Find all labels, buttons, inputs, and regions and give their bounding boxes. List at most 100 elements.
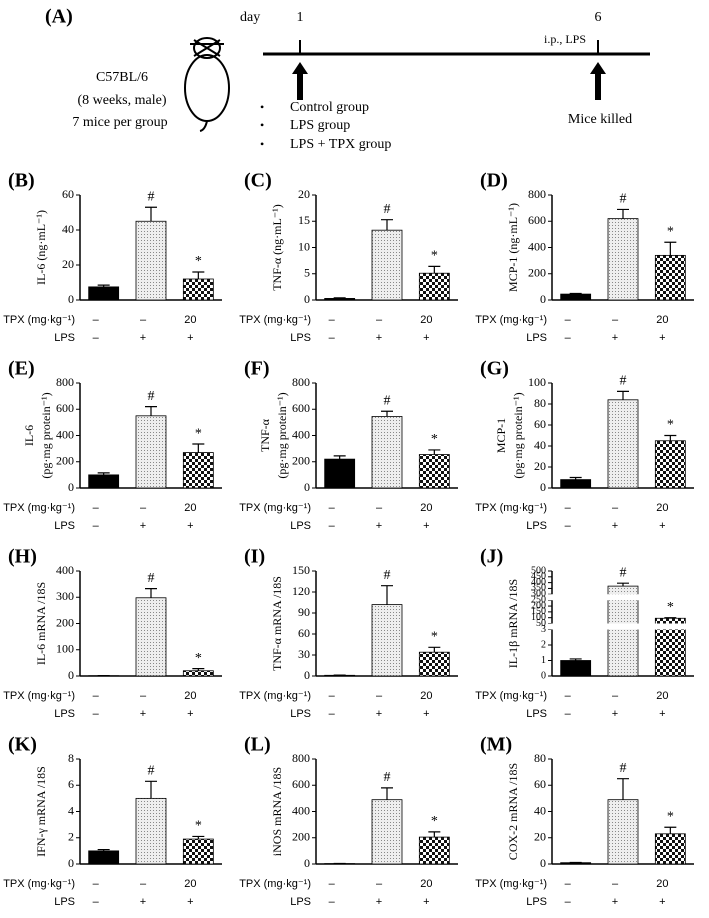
y-tick-label: 100: [531, 612, 546, 623]
row-label: LPS: [526, 708, 547, 720]
y-tick-label: 200: [292, 454, 310, 468]
y-tick-label: 20: [62, 257, 74, 271]
table-cell: –: [612, 878, 619, 890]
annotation: *: [431, 249, 438, 264]
y-tick-label: 0: [68, 480, 74, 494]
panel-a: (A) C57BL/6 (8 weeks, male) 7 mice per g…: [45, 6, 650, 152]
table-cell: +: [423, 332, 429, 344]
annotation: *: [431, 630, 438, 645]
table-cell: +: [659, 896, 665, 908]
error-bar: [145, 406, 157, 416]
annotation: *: [667, 224, 674, 239]
bar: [560, 660, 592, 677]
bar: [135, 597, 167, 677]
error-bar: [617, 390, 629, 400]
bar: [324, 298, 356, 301]
table-cell: 20: [184, 314, 196, 326]
day-start: 1: [297, 10, 304, 25]
y-tick-label: 0: [541, 670, 546, 681]
y-tick-label: 60: [298, 626, 310, 640]
y-tick-label: 350: [531, 583, 546, 594]
table-cell: –: [612, 502, 619, 514]
panel-label: (A): [45, 6, 73, 28]
table-cell: 20: [420, 314, 432, 326]
y-tick-label: 800: [292, 751, 310, 765]
y-tick-label: 600: [56, 401, 74, 415]
row-label: LPS: [290, 520, 311, 532]
table-cell: –: [93, 896, 100, 908]
panel-label: (E): [8, 358, 35, 380]
table-cell: 20: [184, 690, 196, 702]
table-cell: –: [376, 502, 383, 514]
y-tick-label: 450: [531, 571, 546, 582]
error-bar: [381, 585, 393, 605]
table-cell: –: [565, 314, 572, 326]
bar: [371, 416, 403, 489]
y-axis-label: IFN-γ mRNA /18S: [34, 766, 48, 857]
row-label: TPX (mg·kg⁻¹): [3, 502, 75, 514]
bar: [418, 836, 450, 865]
error-bar: [381, 787, 393, 800]
table-cell: +: [140, 708, 146, 720]
annotation: #: [620, 192, 627, 207]
y-tick-label: 0: [68, 292, 74, 306]
error-bar: [97, 848, 110, 851]
bar: [135, 797, 167, 865]
y-axis-label: MCP-1: [494, 418, 508, 453]
row-label: TPX (mg·kg⁻¹): [475, 314, 547, 326]
table-cell: +: [659, 332, 665, 344]
panel-label: (I): [244, 546, 265, 568]
day-label: day: [240, 10, 260, 25]
y-axis-label: (pg·mg protein⁻¹): [275, 392, 289, 478]
y-tick-label: 6: [68, 777, 74, 791]
bar: [418, 272, 450, 301]
error-bar: [664, 826, 677, 834]
error-bar: [192, 668, 205, 671]
annotation: #: [148, 571, 155, 586]
annotation: *: [195, 426, 202, 441]
bar: [418, 651, 450, 677]
table-cell: 20: [656, 690, 668, 702]
y-tick-label: 150: [531, 606, 546, 617]
table-cell: –: [565, 878, 572, 890]
table-cell: –: [329, 502, 336, 514]
table-cell: –: [329, 332, 336, 344]
annotation: #: [620, 565, 627, 580]
y-tick-label: 10: [298, 239, 310, 253]
table-cell: –: [612, 314, 619, 326]
y-tick-label: 100: [528, 375, 546, 389]
panel-label: (B): [8, 170, 35, 192]
annotation: *: [667, 418, 674, 433]
y-axis-label: TNF-α mRNA /18S: [270, 576, 284, 671]
row-label: LPS: [290, 896, 311, 908]
y-tick-label: 20: [298, 187, 310, 201]
annotation: #: [620, 374, 627, 389]
y-tick-label: 4: [68, 803, 74, 817]
y-tick-label: 600: [292, 401, 310, 415]
y-tick-label: 8: [68, 751, 74, 765]
y-tick-label: 2: [541, 639, 546, 650]
row-label: TPX (mg·kg⁻¹): [475, 690, 547, 702]
bar: [182, 670, 214, 677]
group: Control group: [290, 100, 369, 115]
y-tick-label: 0: [304, 668, 310, 682]
row-label: TPX (mg·kg⁻¹): [239, 878, 311, 890]
y-tick-label: 400: [56, 427, 74, 441]
y-tick-label: 800: [292, 375, 310, 389]
y-tick-label: 200: [56, 615, 74, 629]
table-cell: –: [565, 690, 572, 702]
table-cell: –: [93, 502, 100, 514]
error-bar: [428, 831, 441, 838]
table-cell: +: [423, 520, 429, 532]
table-cell: +: [140, 332, 146, 344]
bullet: •: [260, 118, 264, 132]
y-tick-label: 500: [531, 565, 546, 576]
error-bar: [381, 219, 393, 231]
bar: [654, 440, 686, 489]
y-axis-label: (pg·mg protein⁻¹): [511, 392, 525, 478]
y-tick-label: 300: [56, 589, 74, 603]
row-label: LPS: [526, 520, 547, 532]
bullet: •: [260, 137, 264, 151]
error-bar: [428, 265, 441, 274]
